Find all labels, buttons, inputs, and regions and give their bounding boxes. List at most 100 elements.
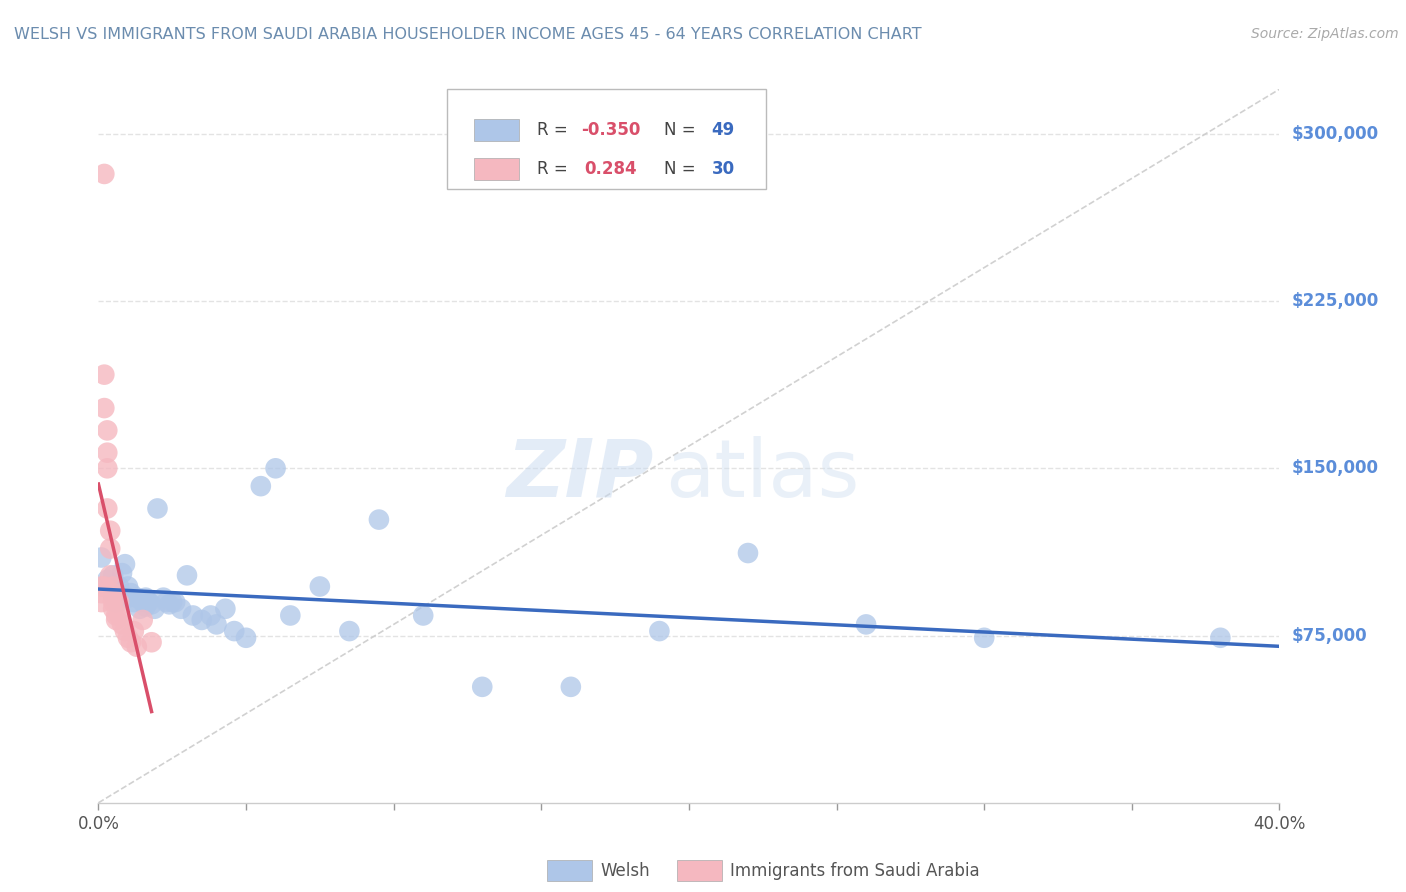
Point xyxy=(135,591,157,605)
Point xyxy=(103,580,125,594)
Point xyxy=(235,631,257,645)
Point xyxy=(125,640,148,654)
Text: $225,000: $225,000 xyxy=(1291,292,1378,310)
Text: $150,000: $150,000 xyxy=(1291,459,1378,477)
Point xyxy=(143,601,166,615)
FancyBboxPatch shape xyxy=(474,158,519,179)
Point xyxy=(224,624,246,639)
Point xyxy=(103,586,125,600)
Point xyxy=(146,501,169,516)
Point xyxy=(648,624,671,639)
Point xyxy=(135,599,157,614)
Point xyxy=(117,631,139,645)
Point xyxy=(152,591,174,605)
Point xyxy=(278,608,302,623)
Text: $300,000: $300,000 xyxy=(1291,125,1378,143)
Point xyxy=(111,566,134,580)
Point xyxy=(90,586,112,600)
Point xyxy=(122,595,145,609)
Point xyxy=(309,580,332,594)
Point xyxy=(560,680,582,694)
Point xyxy=(98,541,121,556)
Point xyxy=(128,601,150,615)
Point xyxy=(93,580,115,594)
Point xyxy=(117,591,139,605)
Text: Source: ZipAtlas.com: Source: ZipAtlas.com xyxy=(1251,27,1399,41)
Point xyxy=(103,601,125,615)
Point xyxy=(120,586,142,600)
FancyBboxPatch shape xyxy=(678,860,723,881)
Point xyxy=(93,401,115,416)
Text: N =: N = xyxy=(664,121,702,139)
Point xyxy=(214,601,236,615)
Point xyxy=(737,546,759,560)
Point xyxy=(250,479,273,493)
Text: $75,000: $75,000 xyxy=(1291,626,1367,645)
Point xyxy=(125,591,148,605)
Point xyxy=(103,595,125,609)
Point xyxy=(96,461,118,475)
Point xyxy=(90,580,112,594)
Point xyxy=(200,608,222,623)
Text: Immigrants from Saudi Arabia: Immigrants from Saudi Arabia xyxy=(730,862,980,880)
Point xyxy=(157,598,180,612)
Point xyxy=(120,635,142,649)
Point xyxy=(111,617,134,632)
Point xyxy=(264,461,287,475)
Text: 30: 30 xyxy=(711,160,734,178)
FancyBboxPatch shape xyxy=(447,89,766,189)
Point xyxy=(368,512,391,526)
Point xyxy=(96,446,118,460)
FancyBboxPatch shape xyxy=(547,860,592,881)
Point xyxy=(122,624,145,639)
Text: 0.284: 0.284 xyxy=(583,160,637,178)
Point xyxy=(855,617,877,632)
Point xyxy=(105,613,128,627)
Point xyxy=(170,601,193,615)
Point xyxy=(96,424,118,438)
Point xyxy=(138,595,160,609)
Point xyxy=(114,557,136,572)
Point xyxy=(155,595,177,609)
Point xyxy=(141,598,163,612)
Point xyxy=(337,624,360,639)
Point xyxy=(1209,631,1232,645)
Point xyxy=(108,608,131,623)
Point xyxy=(162,595,183,609)
Point xyxy=(103,589,125,603)
Point xyxy=(181,608,204,623)
Text: N =: N = xyxy=(664,160,702,178)
Point xyxy=(132,595,155,609)
Point xyxy=(96,501,118,516)
Point xyxy=(205,617,228,632)
Point xyxy=(98,568,121,582)
Point xyxy=(165,595,187,609)
Point xyxy=(412,608,434,623)
Point xyxy=(93,167,115,181)
Text: ZIP: ZIP xyxy=(506,435,654,514)
Point xyxy=(108,595,131,609)
Text: WELSH VS IMMIGRANTS FROM SAUDI ARABIA HOUSEHOLDER INCOME AGES 45 - 64 YEARS CORR: WELSH VS IMMIGRANTS FROM SAUDI ARABIA HO… xyxy=(14,27,922,42)
Point xyxy=(90,550,112,565)
Point xyxy=(191,613,214,627)
Point xyxy=(973,631,995,645)
Point xyxy=(132,613,155,627)
Text: R =: R = xyxy=(537,121,572,139)
Point xyxy=(96,573,118,587)
Point xyxy=(176,568,198,582)
Point xyxy=(108,580,131,594)
Point xyxy=(141,635,163,649)
Point xyxy=(93,368,115,382)
Text: 49: 49 xyxy=(711,121,734,139)
Point xyxy=(90,595,112,609)
Text: Welsh: Welsh xyxy=(600,862,650,880)
FancyBboxPatch shape xyxy=(474,120,519,141)
Point xyxy=(114,624,136,639)
Point xyxy=(98,524,121,538)
Point xyxy=(105,608,128,623)
Point xyxy=(471,680,494,694)
Text: R =: R = xyxy=(537,160,578,178)
Point xyxy=(105,595,128,609)
Point xyxy=(103,568,125,582)
Text: -0.350: -0.350 xyxy=(582,121,641,139)
